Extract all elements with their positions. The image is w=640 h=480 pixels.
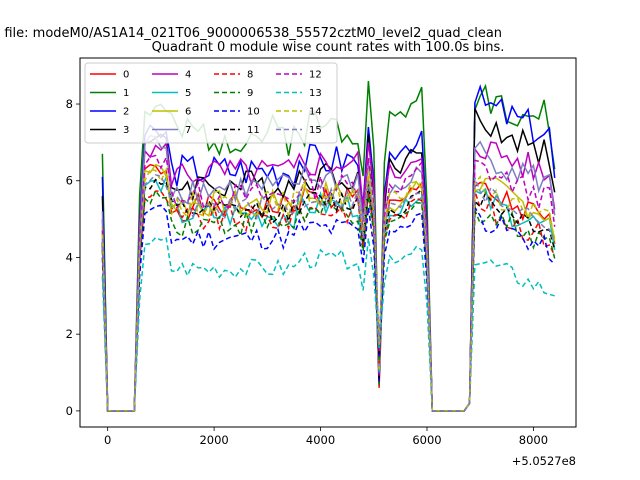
series-line-13 bbox=[101, 236, 555, 412]
x-tick-label: 6000 bbox=[412, 433, 441, 447]
y-tick-label: 2 bbox=[66, 327, 73, 341]
series-line-9 bbox=[101, 189, 556, 412]
series-line-7 bbox=[101, 134, 556, 412]
legend-label: 11 bbox=[247, 125, 260, 136]
series-line-8 bbox=[101, 190, 556, 412]
plot-frame bbox=[79, 57, 577, 428]
legend-label: 12 bbox=[309, 70, 322, 81]
series-line-11 bbox=[101, 178, 556, 412]
x-tick-label: 2000 bbox=[199, 433, 228, 447]
series-line-15 bbox=[101, 174, 556, 412]
x-tick-label: 4000 bbox=[306, 433, 335, 447]
figure-suptitle: n file: modeM0/AS1A14_021T06_9000006538_… bbox=[0, 26, 502, 41]
legend-label: 2 bbox=[123, 107, 129, 118]
legend-label: 15 bbox=[309, 125, 322, 136]
series-line-14 bbox=[101, 166, 556, 412]
y-tick-label: 4 bbox=[66, 250, 73, 264]
legend-label: 6 bbox=[185, 107, 191, 118]
plot-lines bbox=[101, 80, 556, 412]
legend-label: 7 bbox=[185, 125, 191, 136]
legend-label: 0 bbox=[123, 70, 129, 81]
x-tick-label: 8000 bbox=[519, 433, 548, 447]
legend-label: 10 bbox=[247, 107, 260, 118]
legend-label: 5 bbox=[185, 88, 191, 99]
legend-label: 1 bbox=[123, 88, 129, 99]
legend-label: 3 bbox=[123, 125, 129, 136]
x-tick-label: 0 bbox=[104, 433, 111, 447]
legend-box bbox=[84, 62, 338, 144]
series-line-12 bbox=[101, 154, 556, 412]
series-line-10 bbox=[101, 204, 556, 412]
series-line-4 bbox=[101, 141, 556, 412]
legend-label: 8 bbox=[247, 70, 253, 81]
y-tick-label: 0 bbox=[66, 404, 73, 418]
y-tick-label: 8 bbox=[66, 97, 73, 111]
legend-label: 4 bbox=[185, 70, 191, 81]
x-axis: 0 2000 4000 6000 8000 bbox=[104, 427, 548, 447]
series-line-2 bbox=[101, 84, 556, 412]
legend-label: 14 bbox=[309, 107, 322, 118]
legend-label: 9 bbox=[247, 88, 253, 99]
chart-title: Quadrant 0 module wise count rates with … bbox=[152, 40, 505, 55]
legend-label: 13 bbox=[309, 88, 322, 99]
y-tick-label: 6 bbox=[66, 174, 73, 188]
x-offset-label: +5.0527e8 bbox=[512, 454, 576, 468]
y-axis: 0 2 4 6 8 bbox=[66, 97, 80, 418]
